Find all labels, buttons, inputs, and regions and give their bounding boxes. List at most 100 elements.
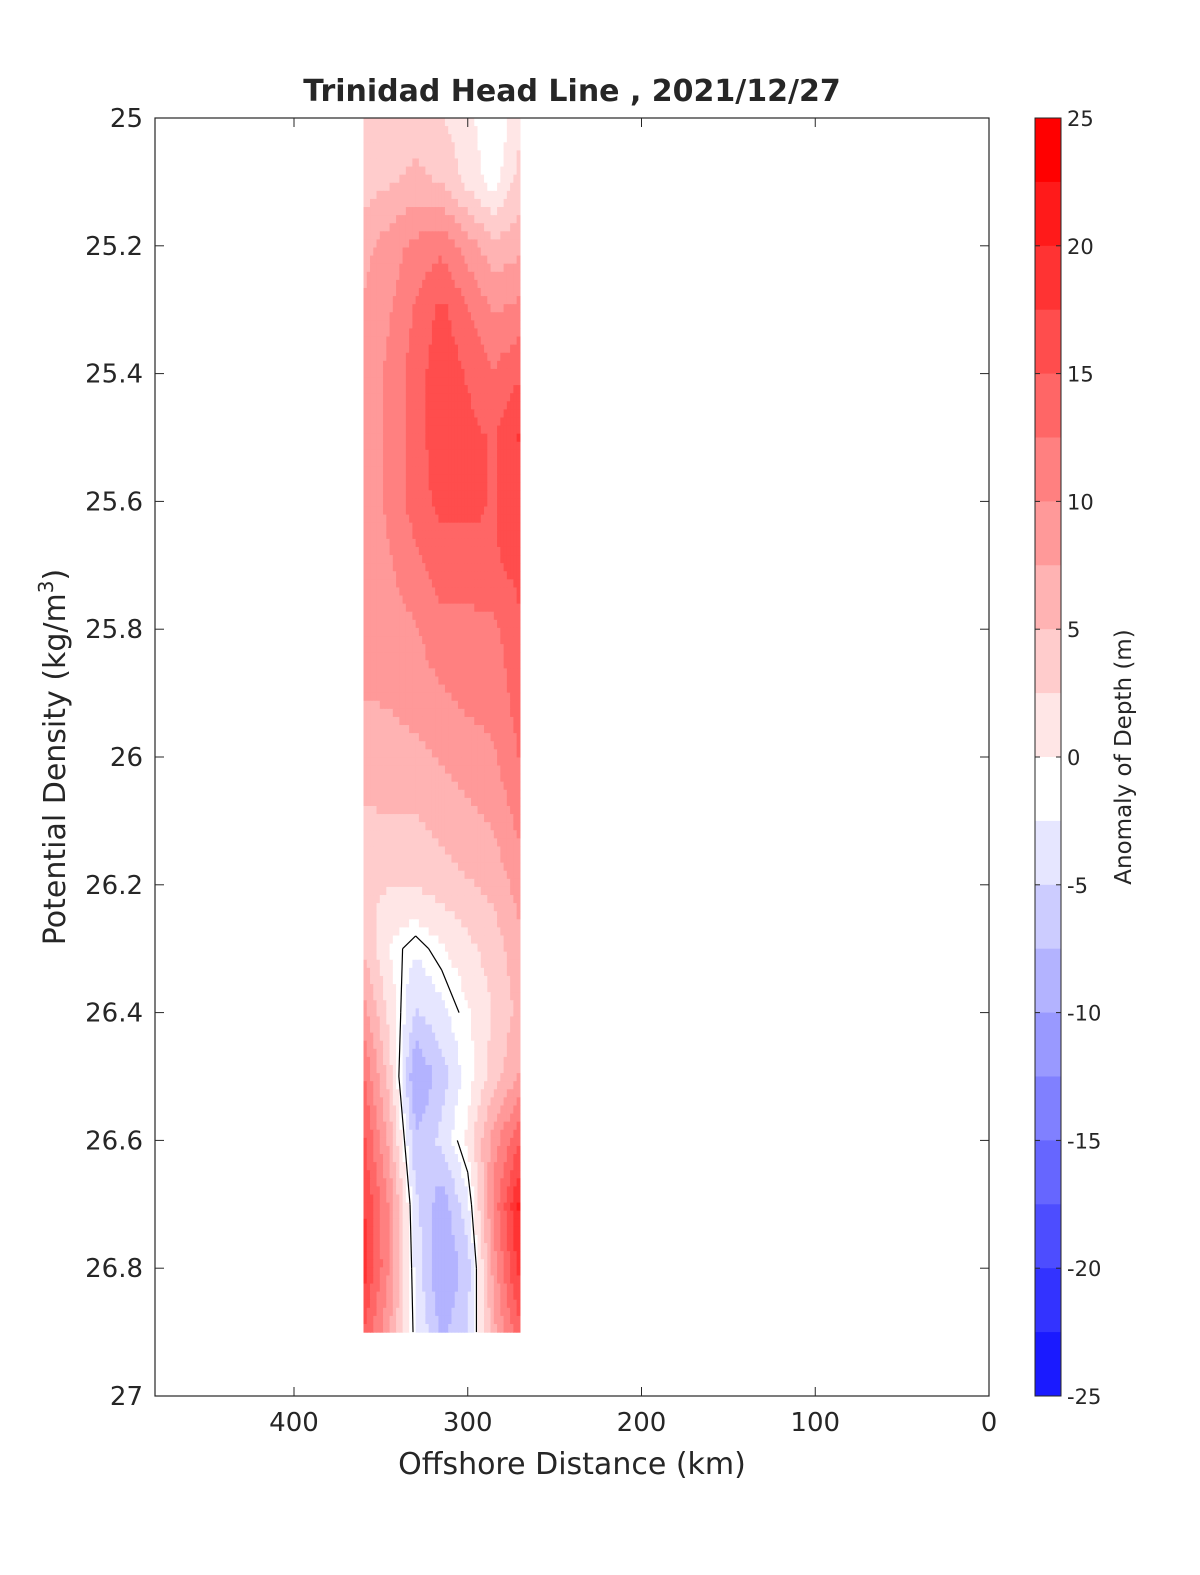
contour-cell [402, 846, 407, 856]
contour-cell [363, 223, 368, 232]
contour-cell [415, 725, 420, 734]
contour-cell [506, 530, 511, 540]
contour-cell [467, 886, 472, 896]
contour-cell [513, 441, 518, 451]
contour-cell [497, 765, 501, 775]
contour-cell [383, 684, 387, 694]
contour-cell [480, 805, 485, 815]
contour-cell [448, 611, 453, 621]
contour-cell [435, 482, 440, 491]
contour-cell [399, 409, 404, 419]
contour-cell [415, 182, 420, 192]
contour-cell [493, 393, 498, 402]
contour-cell [402, 595, 407, 605]
contour-cell [490, 741, 495, 750]
contour-cell [392, 919, 397, 928]
contour-cell [435, 571, 440, 580]
contour-cell [431, 911, 436, 920]
contour-cell [467, 385, 472, 394]
contour-cell [379, 433, 384, 443]
contour-cell [477, 166, 482, 176]
contour-cell [461, 846, 466, 856]
contour-cell [363, 134, 368, 143]
contour-cell [363, 895, 368, 904]
contour-cell [516, 393, 521, 402]
contour-cell [438, 336, 443, 346]
contour-cell [431, 466, 436, 475]
contour-cell [363, 425, 368, 435]
contour-cell [396, 409, 400, 419]
contour-cell [506, 279, 511, 289]
contour-cell [506, 166, 511, 176]
contour-cell [366, 320, 371, 330]
contour-cell [373, 118, 378, 127]
contour-cell [497, 773, 501, 783]
contour-cell [506, 546, 511, 556]
contour-cell [425, 441, 430, 451]
contour-cell [425, 741, 430, 750]
contour-cell [435, 854, 440, 864]
contour-cell [510, 619, 514, 629]
contour-cell [457, 126, 462, 135]
contour-cell [513, 336, 518, 346]
contour-cell [389, 627, 394, 637]
contour-cell [386, 118, 391, 127]
contour-cell [503, 126, 508, 135]
contour-cell [441, 838, 446, 848]
contour-cell [370, 668, 374, 678]
contour-cell [373, 433, 378, 443]
contour-cell [386, 684, 391, 694]
contour-cell [484, 943, 488, 953]
contour-cell [506, 935, 511, 945]
contour-cell [389, 919, 394, 928]
contour-cell [497, 943, 501, 953]
contour-cell [467, 627, 472, 637]
contour-cell [392, 279, 397, 289]
contour-cell [477, 587, 482, 597]
contour-cell [477, 951, 482, 961]
contour-cell [409, 312, 413, 321]
contour-cell [409, 619, 413, 629]
contour-cell [425, 344, 430, 354]
contour-cell [493, 692, 498, 702]
contour-cell [477, 506, 482, 516]
contour-cell [399, 166, 404, 176]
contour-cell [376, 142, 381, 151]
contour-cell [379, 312, 384, 321]
contour-cell [490, 522, 495, 532]
contour-cell [487, 174, 492, 184]
contour-cell [487, 474, 492, 483]
contour-cell [493, 789, 498, 799]
contour-cell [503, 142, 508, 151]
contour-cell [457, 279, 462, 289]
contour-cell [396, 862, 400, 872]
contour-cell [506, 118, 511, 127]
contour-cell [409, 352, 413, 362]
contour-cell [396, 377, 400, 386]
contour-cell [451, 360, 456, 370]
contour-cell [402, 231, 407, 241]
contour-cell [418, 870, 423, 880]
contour-cell [386, 466, 391, 475]
contour-cell [454, 174, 459, 184]
contour-cell [454, 668, 459, 678]
contour-cell [422, 409, 426, 419]
contour-cell [386, 903, 391, 912]
contour-cell [366, 668, 371, 678]
contour-cell [376, 805, 381, 815]
contour-cell [379, 870, 384, 880]
contour-cell [386, 457, 391, 467]
contour-cell [386, 263, 391, 273]
contour-cell [383, 279, 387, 289]
contour-cell [461, 749, 466, 759]
contour-cell [487, 886, 492, 896]
contour-cell [493, 927, 498, 937]
contour-cell [386, 627, 391, 637]
contour-cell [444, 733, 449, 742]
contour-cell [503, 587, 508, 597]
contour-cell [471, 271, 475, 281]
contour-cell [383, 255, 387, 265]
contour-cell [392, 368, 397, 378]
contour-cell [399, 644, 404, 653]
contour-cell [487, 360, 492, 370]
